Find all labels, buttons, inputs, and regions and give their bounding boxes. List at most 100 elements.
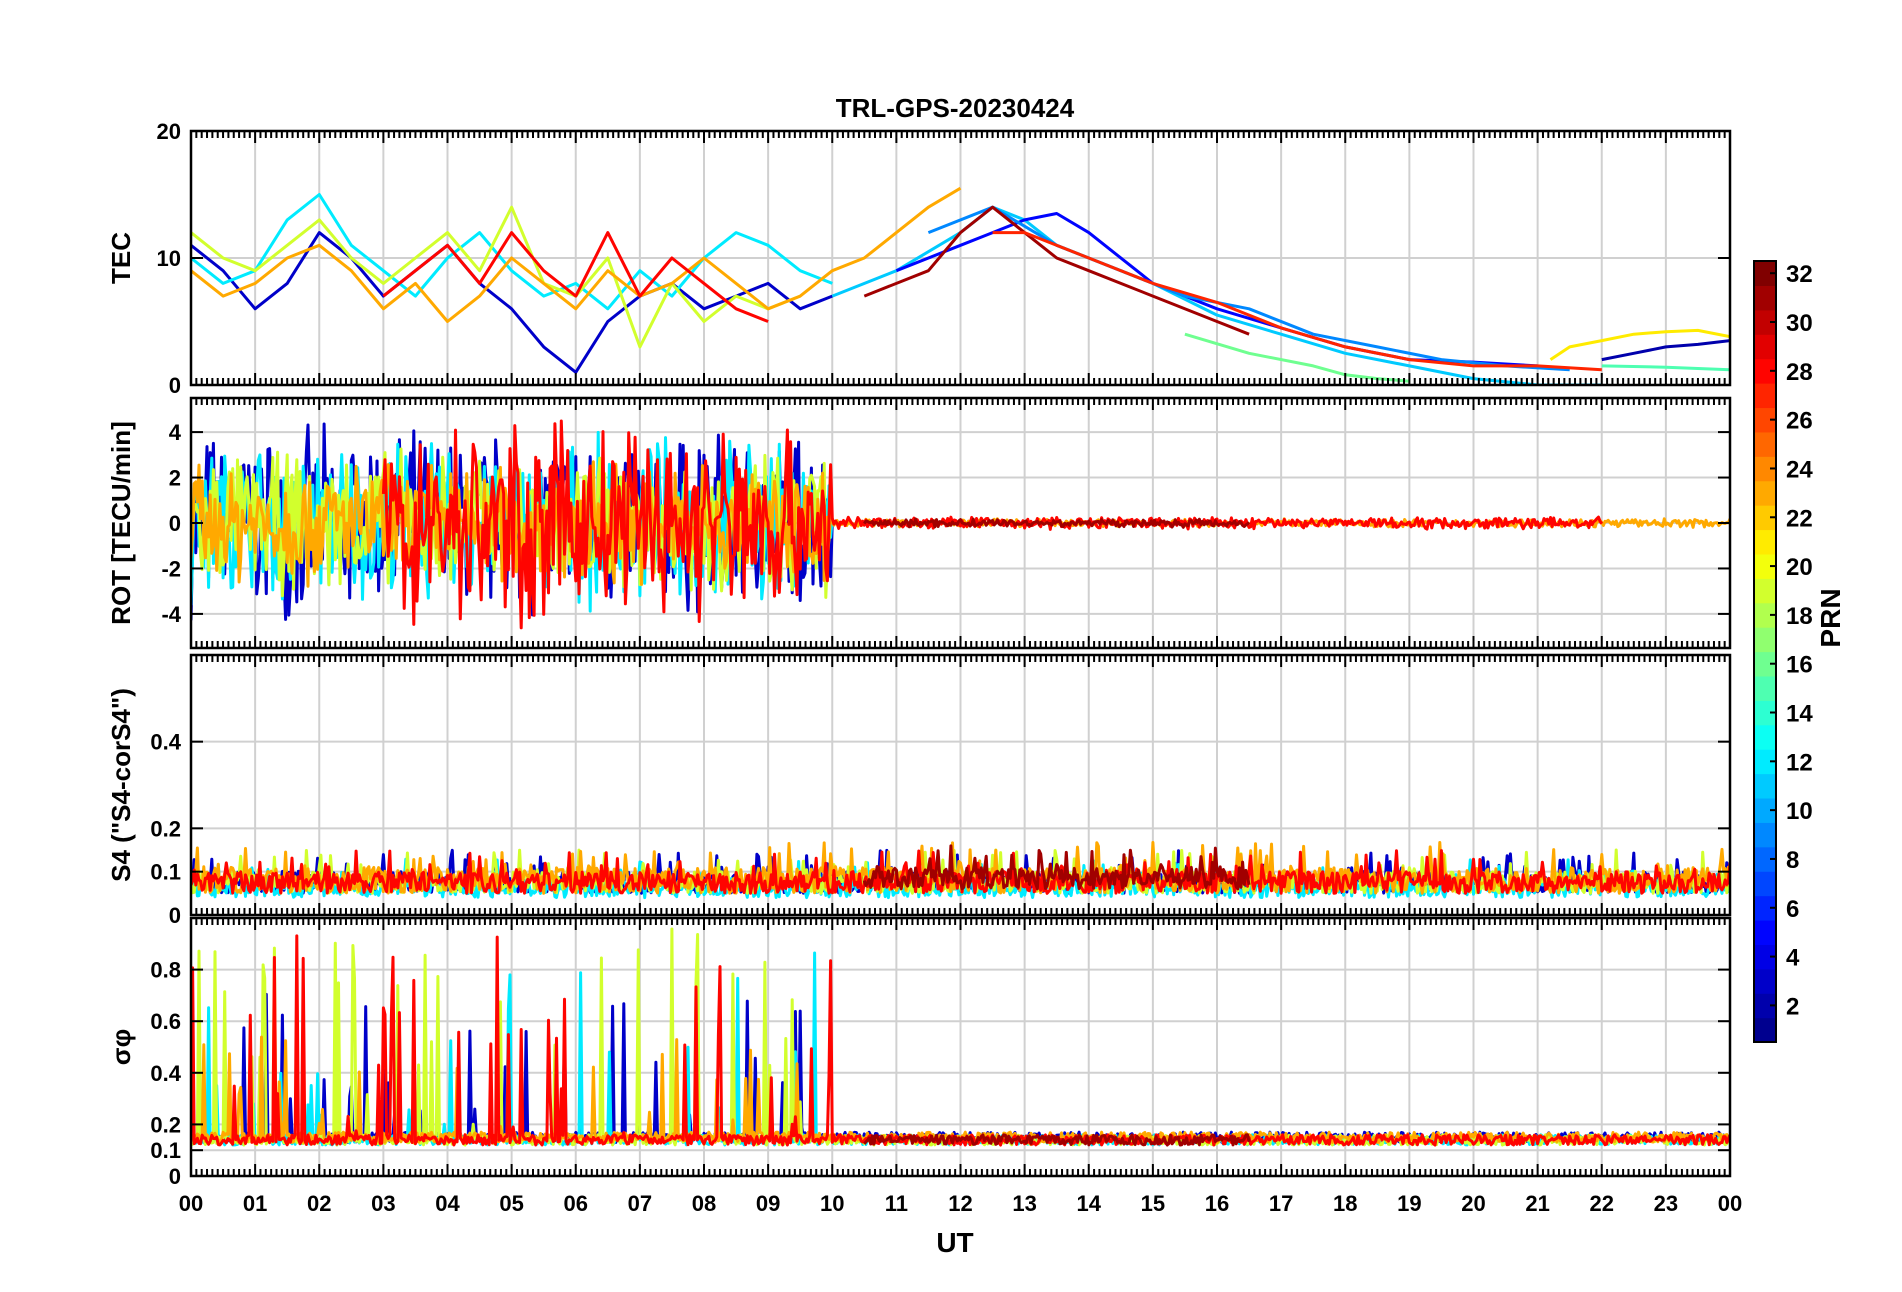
traces	[191, 419, 1730, 630]
colorbar-tick-label: 32	[1786, 261, 1813, 288]
x-tick-label: 20	[1461, 1191, 1485, 1216]
series-prn-23	[191, 186, 962, 323]
colorbar-segment	[1754, 480, 1776, 506]
x-axis-label: UT	[936, 1227, 973, 1258]
x-tick-label: 07	[628, 1191, 652, 1216]
panel-s4: 0 0.1 0.2 0.4 S4 ("S4-corS4")	[106, 653, 1732, 928]
colorbar-segment	[1754, 822, 1776, 848]
series-prn-28	[382, 231, 769, 323]
colorbar-segment	[1754, 895, 1776, 921]
x-tick-label: 10	[820, 1191, 844, 1216]
minor-ticks	[190, 398, 1731, 648]
colorbar-segment	[1754, 846, 1776, 872]
colorbar-tick-label: 4	[1786, 945, 1800, 972]
colorbar-segment	[1754, 968, 1776, 994]
colorbar-segment	[1754, 358, 1776, 384]
x-tick-label: 23	[1654, 1191, 1678, 1216]
colorbar-tick-label: 2	[1786, 993, 1799, 1020]
y-tick-label: 4	[169, 420, 182, 445]
colorbar-tick-label: 16	[1786, 652, 1813, 679]
colorbar-segment	[1754, 285, 1776, 311]
colorbar-tick-label: 30	[1786, 310, 1813, 337]
series-prn-28	[191, 934, 1730, 1147]
y-axis-label: ROT [TECU/min]	[106, 421, 136, 625]
colorbar-segment	[1754, 651, 1776, 677]
colorbar-segment	[1754, 456, 1776, 482]
x-tick-label: 01	[243, 1191, 267, 1216]
colorbar-segment	[1754, 700, 1776, 726]
colorbar-segment	[1754, 505, 1776, 531]
x-tick-label: 13	[1012, 1191, 1036, 1216]
y-tick-label: 0.4	[150, 1061, 181, 1086]
colorbar-tick-label: 18	[1786, 603, 1813, 630]
colorbar-segment	[1754, 578, 1776, 604]
colorbar-segment	[1754, 773, 1776, 799]
y-tick-label: -2	[161, 556, 181, 581]
series-prn-31	[863, 205, 1250, 336]
y-axis-label: TEC	[106, 232, 136, 284]
x-tick-label: 11	[885, 1191, 908, 1216]
series-prn-21	[1549, 328, 1730, 361]
series-prn-27	[992, 231, 1602, 372]
x-tick-label: 14	[1077, 1191, 1102, 1216]
colorbar-segment	[1754, 871, 1776, 897]
minor-ticks	[190, 655, 1731, 915]
x-tick-label: 22	[1590, 1191, 1614, 1216]
colorbar-segment	[1754, 675, 1776, 701]
series-prn-2	[1601, 339, 1730, 362]
y-tick-label: 0.4	[150, 730, 181, 755]
colorbar-segment	[1754, 529, 1776, 555]
x-tick-label: 08	[692, 1191, 716, 1216]
colorbar-tick-label: 24	[1786, 456, 1813, 483]
series-prn-16	[1184, 332, 1410, 383]
x-tick-label: 18	[1333, 1191, 1357, 1216]
y-tick-label: 0	[169, 373, 181, 398]
minor-ticks	[190, 131, 1731, 385]
y-tick-label: 0	[169, 903, 181, 928]
colorbar-segment	[1754, 602, 1776, 628]
minor-ticks	[190, 918, 1731, 1176]
colorbar-segment	[1754, 261, 1776, 287]
traces	[191, 927, 1730, 1147]
colorbar-tick-label: 6	[1786, 896, 1799, 923]
y-tick-label: 2	[169, 466, 181, 491]
colorbar-tick-label: 8	[1786, 847, 1799, 874]
colorbar-segment	[1754, 407, 1776, 433]
y-axis-label: S4 ("S4-corS4")	[106, 688, 136, 882]
colorbar-segment	[1754, 749, 1776, 775]
series-prn-15	[1601, 364, 1730, 372]
series-prn-12	[191, 193, 833, 311]
panel-sigma: 00.10.2 0.4 0.6 0.8 σφ	[106, 916, 1732, 1189]
x-tick-label: 00	[179, 1191, 203, 1216]
y-tick-label: 10	[157, 246, 181, 271]
series-prn-19	[191, 205, 801, 349]
colorbar-segment	[1754, 944, 1776, 970]
colorbar-segment	[1754, 383, 1776, 409]
x-tick-label: 02	[307, 1191, 331, 1216]
colorbar-tick-label: 20	[1786, 554, 1813, 581]
colorbar-segment	[1754, 334, 1776, 360]
x-tick-label: 12	[948, 1191, 972, 1216]
y-tick-label: 0	[169, 511, 181, 536]
colorbar-segment	[1754, 1017, 1776, 1043]
x-tick-label: 06	[564, 1191, 588, 1216]
colorbar-tick-label: 22	[1786, 505, 1813, 532]
x-tick-label: 04	[435, 1191, 460, 1216]
gridlines	[190, 130, 1731, 386]
colorbar-segment	[1754, 431, 1776, 457]
series-prn-28	[191, 849, 1730, 895]
panel-rot: -4 -2 0 2 4 ROT [TECU/min]	[106, 396, 1732, 650]
series-prn-31	[863, 1133, 1251, 1147]
colorbar-segment	[1754, 627, 1776, 653]
y-tick-label: 0	[169, 1164, 181, 1189]
colorbar-frame	[1753, 260, 1777, 1043]
x-tick-label: 15	[1141, 1191, 1165, 1216]
x-tick-label: 05	[499, 1191, 523, 1216]
colorbar-label: PRN	[1815, 588, 1846, 647]
x-tick-label: 19	[1397, 1191, 1421, 1216]
series-prn-9	[927, 205, 1570, 372]
x-tick-label: 09	[756, 1191, 780, 1216]
y-tick-label: 20	[157, 119, 181, 144]
